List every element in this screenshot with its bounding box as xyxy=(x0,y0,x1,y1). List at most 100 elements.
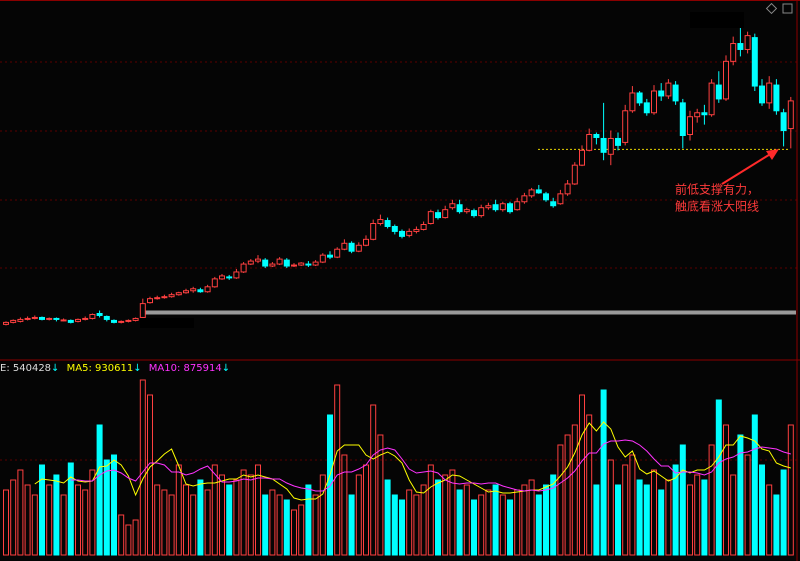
volume-bar xyxy=(622,464,629,556)
candle-body xyxy=(53,317,60,320)
ma10-line xyxy=(70,439,791,492)
volume-bar xyxy=(679,444,686,556)
candle-body xyxy=(658,90,665,97)
volume-bar xyxy=(557,444,564,556)
volume-bar xyxy=(737,434,744,556)
volume-bar xyxy=(96,424,103,556)
candle-body xyxy=(492,204,499,211)
candle-body xyxy=(564,183,571,195)
volume-bar xyxy=(399,499,405,556)
volume-bar xyxy=(319,474,326,556)
volume-bar xyxy=(759,464,765,556)
volume-bar xyxy=(10,479,17,556)
candle-body xyxy=(334,248,341,258)
volume-bar xyxy=(298,504,305,556)
volume-bar xyxy=(787,424,794,556)
volume-bar xyxy=(413,494,420,556)
candle-body xyxy=(471,210,477,217)
candle-body xyxy=(435,212,441,219)
icon-diamond[interactable] xyxy=(765,2,778,15)
candle-body xyxy=(399,230,405,237)
volume-bar xyxy=(305,484,312,556)
candle-body xyxy=(766,82,773,104)
candle-body xyxy=(507,203,513,213)
volume-bar xyxy=(118,514,125,556)
candle-body xyxy=(377,219,384,225)
volume-bar xyxy=(355,474,362,556)
candle-body xyxy=(622,110,629,143)
legend-arrow: ↓ xyxy=(133,363,141,374)
candle-body xyxy=(75,318,81,322)
candle-body xyxy=(629,92,636,112)
candle-body xyxy=(499,203,506,211)
volume-bar xyxy=(615,484,621,556)
candle-body xyxy=(60,319,67,322)
candle-body xyxy=(183,290,189,294)
volume-bar xyxy=(168,494,175,556)
candle-body xyxy=(283,259,290,267)
volume-bar xyxy=(183,484,189,556)
candle-body xyxy=(341,242,348,250)
volume-bar xyxy=(607,459,614,556)
candle-body xyxy=(305,263,312,266)
volume-bar xyxy=(327,414,333,556)
annotation-arrow xyxy=(721,152,773,185)
volume-bar xyxy=(687,484,693,556)
candle-body xyxy=(247,260,254,265)
volume-bar xyxy=(233,479,240,556)
volume-bar xyxy=(211,464,218,556)
volume-bar xyxy=(528,479,535,556)
volume-bar xyxy=(334,384,341,556)
candle-body xyxy=(391,225,398,232)
volume-bar xyxy=(593,484,600,556)
legend-ma5: MA5: 930611 xyxy=(67,363,134,374)
icon-window[interactable] xyxy=(782,3,793,14)
volume-bar xyxy=(103,459,110,556)
volume-bar xyxy=(370,404,377,556)
volume-bar xyxy=(125,524,132,556)
candle-body xyxy=(255,258,261,262)
volume-bar xyxy=(420,484,427,556)
volume-bar xyxy=(269,489,276,556)
candle-body xyxy=(226,276,233,279)
volume-bar xyxy=(708,444,715,556)
candle-body xyxy=(348,242,355,252)
volume-bar xyxy=(24,484,31,556)
candle-body xyxy=(31,316,38,319)
annotation: 触底看涨大阳线 xyxy=(675,199,759,214)
candle-body xyxy=(737,43,744,50)
candle-body xyxy=(528,189,535,197)
candle-body xyxy=(715,84,722,100)
candle-body xyxy=(161,296,168,299)
candle-body xyxy=(514,201,521,211)
legend-volume: E: 540428 xyxy=(0,363,51,374)
volume-bar xyxy=(226,484,233,556)
volume-bar xyxy=(341,454,348,556)
candle-body xyxy=(615,137,621,146)
volume-bar xyxy=(255,464,261,556)
candle-body xyxy=(751,37,758,87)
candle-body xyxy=(197,289,204,293)
candle-body xyxy=(125,319,132,322)
candle-body xyxy=(406,230,413,236)
candle-body xyxy=(262,259,269,267)
candle-body xyxy=(89,313,96,319)
candle-body xyxy=(571,164,578,185)
redaction xyxy=(690,12,744,28)
candle-body xyxy=(687,116,693,136)
candle-body xyxy=(636,92,643,104)
candle-body xyxy=(672,84,679,102)
candle-body xyxy=(701,112,708,116)
candle-body xyxy=(39,316,45,320)
volume-bar xyxy=(17,469,24,556)
volume-bar xyxy=(449,469,456,556)
candle-body xyxy=(327,254,333,258)
candle-body xyxy=(780,112,787,132)
volume-bar xyxy=(197,479,204,556)
candle-body xyxy=(579,149,585,166)
volume-bar xyxy=(564,434,571,556)
volume-bar xyxy=(579,394,585,556)
candle-body xyxy=(96,313,103,316)
